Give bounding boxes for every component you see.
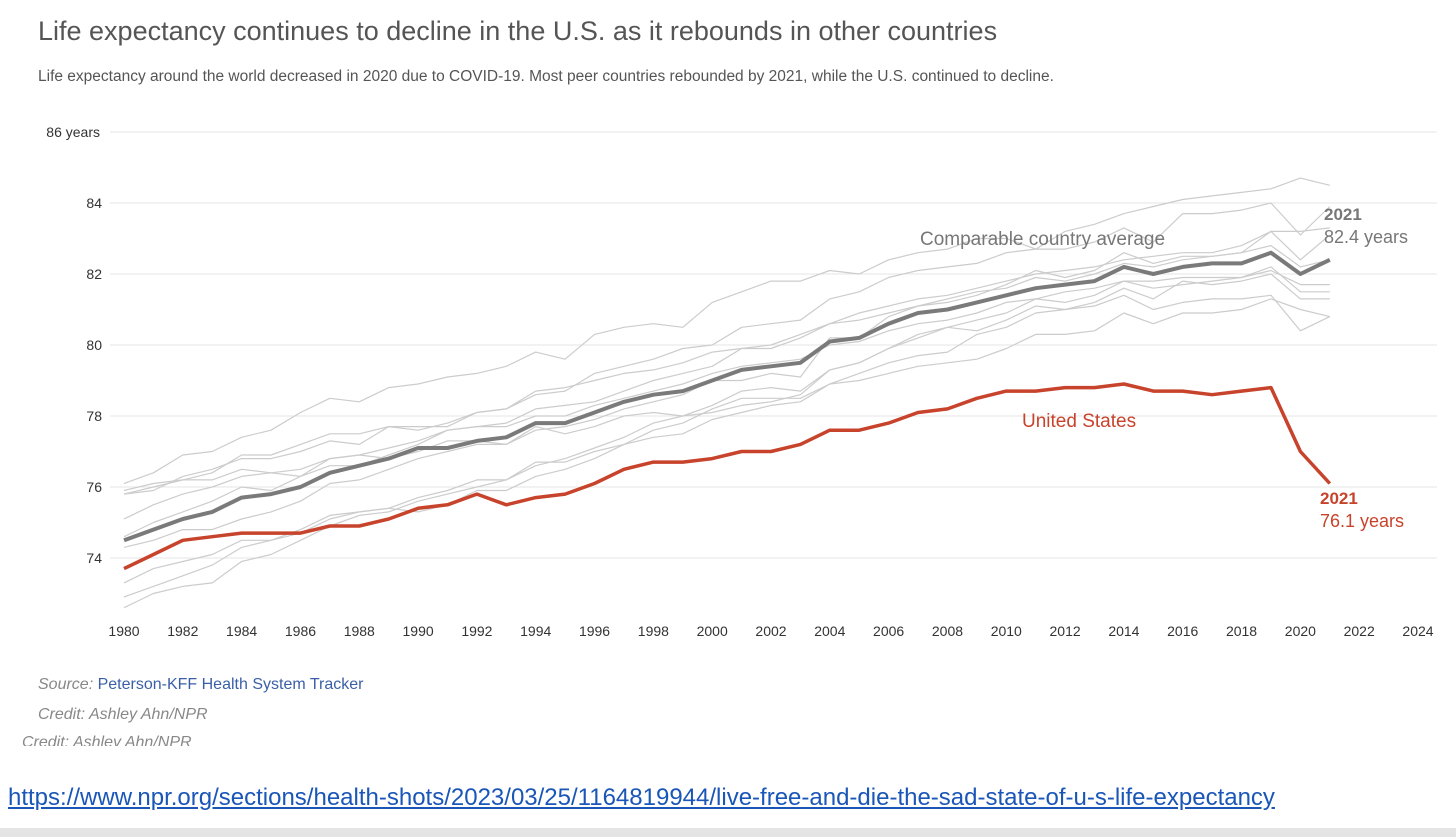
us-series-line — [123, 382, 1332, 571]
x-tick-label: 2018 — [1226, 623, 1257, 639]
peer-country-line — [123, 269, 1330, 520]
x-tick-label: 2016 — [1167, 623, 1198, 639]
x-tick-label: 1982 — [167, 623, 198, 639]
ghost-credit-line: Credit: Ashley Ahn/NPR — [22, 734, 192, 746]
peer-country-line — [123, 177, 1330, 485]
x-tick-label: 1986 — [285, 623, 316, 639]
credit-line: Credit: Ashley Ahn/NPR — [38, 706, 208, 723]
source-label: Source: — [38, 676, 94, 693]
x-tick-label: 2008 — [932, 623, 963, 639]
chart-subtitle: Life expectancy around the world decreas… — [38, 68, 1054, 85]
x-tick-label: 1992 — [461, 623, 492, 639]
x-tick-label: 1988 — [344, 623, 375, 639]
x-tick-label: 1994 — [520, 623, 551, 639]
source-line: Source: Peterson-KFF Health System Track… — [38, 676, 363, 694]
x-tick-label: 1980 — [108, 623, 139, 639]
y-tick-label: 74 — [86, 550, 102, 566]
peer-country-line — [123, 202, 1331, 495]
peer-country-line — [123, 245, 1330, 548]
chart-title: Life expectancy continues to decline in … — [38, 16, 998, 46]
y-tick-label: 86 years — [46, 124, 100, 140]
x-tick-label: 2024 — [1402, 623, 1433, 639]
average-end-year: 2021 — [1324, 205, 1362, 224]
article-url-link[interactable]: https://www.npr.org/sections/health-shot… — [8, 784, 1275, 811]
source-link[interactable]: Peterson-KFF Health System Tracker — [97, 676, 364, 693]
x-tick-label: 2014 — [1108, 623, 1139, 639]
peer-country-line — [123, 266, 1330, 492]
x-tick-label: 2004 — [814, 623, 845, 639]
x-tick-label: 1990 — [403, 623, 434, 639]
average-series-line — [123, 250, 1331, 543]
y-tick-label: 80 — [86, 337, 102, 353]
x-tick-label: 2020 — [1285, 623, 1316, 639]
y-tick-label: 76 — [86, 479, 102, 495]
us-end-value: 76.1 years — [1320, 511, 1404, 531]
x-tick-label: 2000 — [697, 623, 728, 639]
x-tick-label: 2022 — [1344, 623, 1375, 639]
line-chart: 86 years 84 82 80 78 76 74 1980 1982 1984 1986 1988… — [46, 124, 1437, 639]
us-end-year: 2021 — [1320, 489, 1358, 508]
peer-country-line — [123, 294, 1331, 584]
us-series-label: United States — [1022, 411, 1136, 432]
x-tick-label: 2010 — [991, 623, 1022, 639]
x-tick-label: 2006 — [873, 623, 904, 639]
average-series-label: Comparable country average — [920, 229, 1165, 250]
peer-country-line — [123, 230, 1331, 495]
x-tick-label: 1998 — [638, 623, 669, 639]
x-tick-label: 2012 — [1050, 623, 1081, 639]
average-end-value: 82.4 years — [1324, 227, 1408, 247]
x-tick-label: 1996 — [579, 623, 610, 639]
peer-country-line — [123, 227, 1330, 538]
y-tick-label: 82 — [86, 266, 102, 282]
x-tick-label: 2002 — [755, 623, 786, 639]
x-tick-label: 1984 — [226, 623, 257, 639]
y-tick-label: 78 — [86, 408, 102, 424]
peer-country-line — [123, 298, 1330, 598]
y-tick-label: 84 — [86, 195, 102, 211]
bottom-bar — [0, 828, 1456, 837]
